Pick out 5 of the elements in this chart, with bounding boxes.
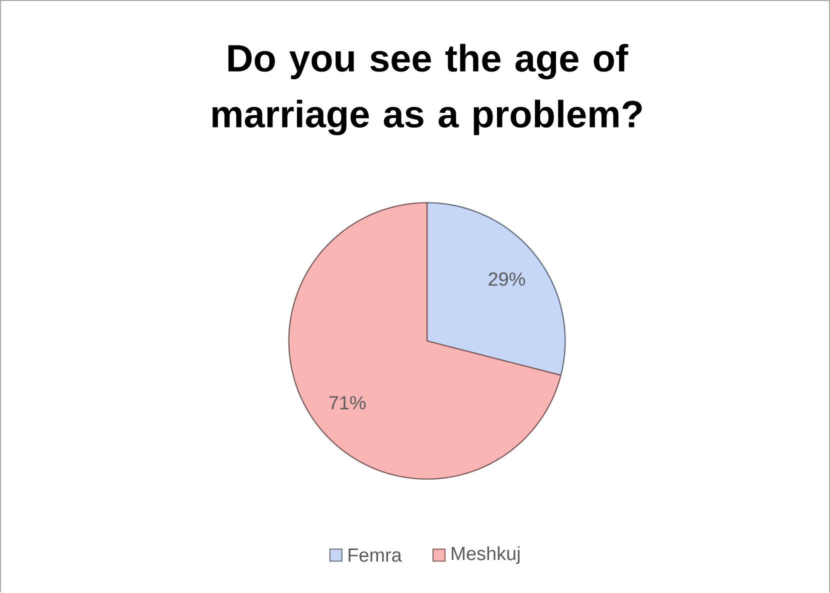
legend-label: Meshkuj	[452, 546, 520, 564]
data-label: 29%	[488, 272, 525, 286]
data-label: 71%	[329, 396, 366, 410]
legend-label: Femra	[348, 548, 402, 562]
chart-title: Do you see the age of marriage as a problem?	[212, 44, 642, 136]
